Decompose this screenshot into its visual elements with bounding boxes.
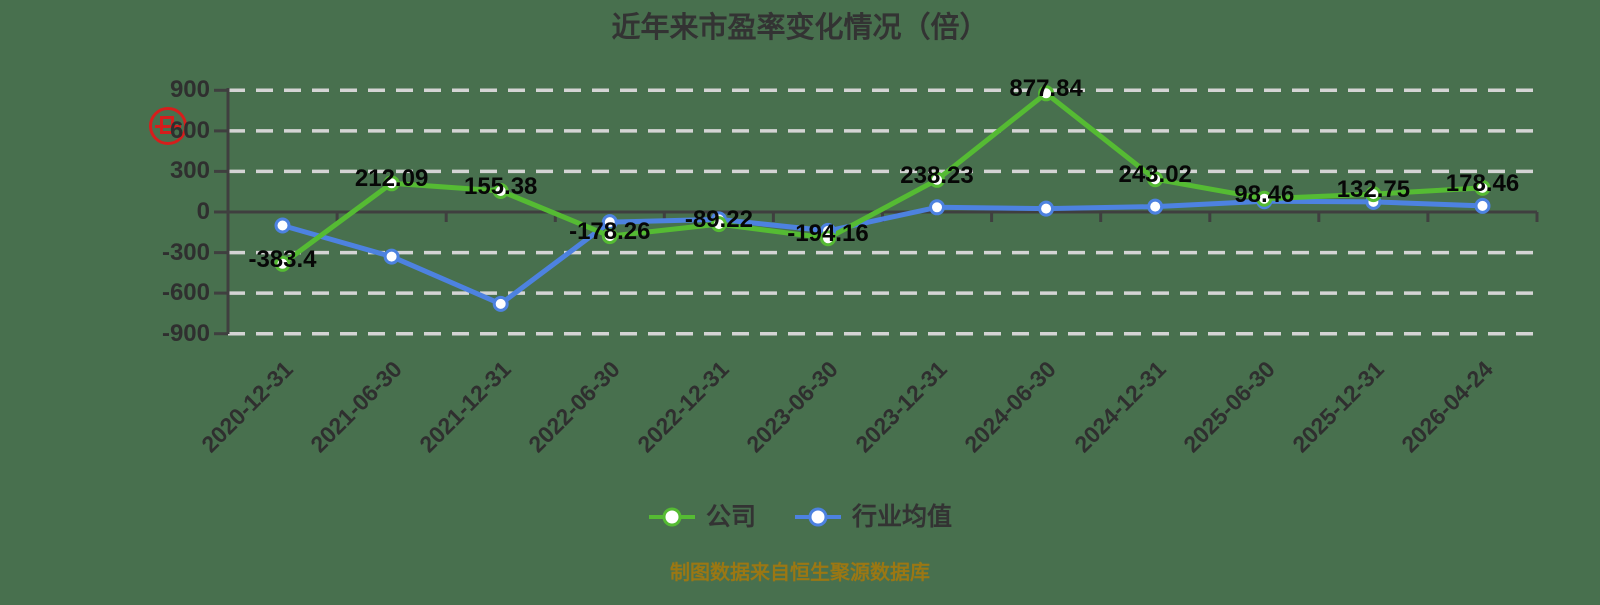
company-point — [1474, 179, 1491, 196]
company-point — [492, 183, 509, 199]
industry-point — [1147, 198, 1164, 215]
industry-point — [601, 214, 618, 231]
industry-legend-marker — [795, 507, 841, 527]
industry-point — [929, 199, 945, 216]
source-note: 制图数据来自恒生聚源数据库 — [670, 562, 930, 584]
company-point — [710, 216, 727, 233]
legend-item-company[interactable]: 公司 — [648, 502, 756, 532]
company-legend-marker — [648, 507, 695, 527]
chart-title: 近年来市盈率变化情况（倍） — [611, 12, 989, 44]
legend: 公司 行业均值 — [0, 502, 1600, 532]
company-point — [1147, 171, 1164, 188]
company-point — [1256, 190, 1273, 207]
company-point — [820, 230, 836, 247]
company-point — [1365, 186, 1382, 203]
legend-label-company: 公司 — [705, 503, 756, 531]
company-point — [1038, 85, 1055, 102]
company-point — [274, 255, 291, 272]
industry-point — [274, 217, 291, 234]
company-point — [929, 171, 945, 188]
company-point — [601, 228, 618, 245]
company-line — [280, 90, 1485, 267]
industry-line — [280, 198, 1485, 307]
industry-point — [1474, 197, 1491, 214]
legend-item-industry[interactable]: 行业均值 — [794, 502, 952, 532]
industry-point — [1038, 200, 1055, 217]
industry-point — [492, 295, 509, 312]
red-seal-icon — [149, 107, 187, 145]
legend-label-industry: 行业均值 — [852, 503, 953, 531]
industry-point — [383, 248, 400, 265]
company-point — [383, 175, 400, 192]
